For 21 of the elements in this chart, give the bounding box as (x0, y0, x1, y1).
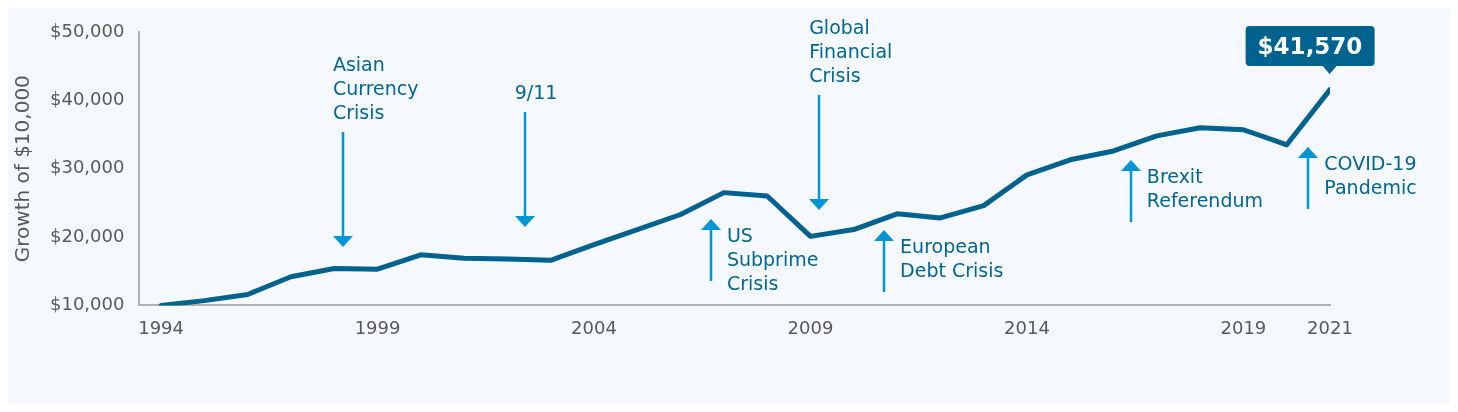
annotation: European Debt Crisis (900, 233, 1005, 282)
x-tick-label: 2004 (571, 316, 617, 338)
x-tick-label: 2021 (1307, 316, 1353, 338)
x-tick-label: 2009 (787, 316, 834, 338)
y-tick-label: $10,000 (50, 293, 125, 315)
y-axis-title: Growth of $10,000 (10, 75, 35, 263)
annotation: 9/11 (514, 79, 559, 104)
x-tick-label: 1994 (138, 316, 184, 338)
y-tick-label: $30,000 (50, 156, 125, 178)
y-tick-label: $50,000 (50, 19, 125, 41)
annotation: US Subprime Crisis (726, 223, 820, 296)
y-tick-label: $40,000 (50, 88, 125, 110)
y-tick-label: $20,000 (50, 224, 125, 246)
annotation: Brexit Referendum (1146, 163, 1264, 212)
x-tick-label: 2019 (1220, 316, 1267, 338)
x-tick-label: 2014 (1004, 316, 1050, 338)
annotation: Asian Currency Crisis (332, 52, 420, 125)
annotation: Global Financial Crisis (809, 15, 894, 88)
x-tick-label: 1999 (354, 316, 401, 338)
data-label: $41,570 (1245, 25, 1375, 66)
annotation: COVID-19 Pandemic (1324, 150, 1418, 199)
